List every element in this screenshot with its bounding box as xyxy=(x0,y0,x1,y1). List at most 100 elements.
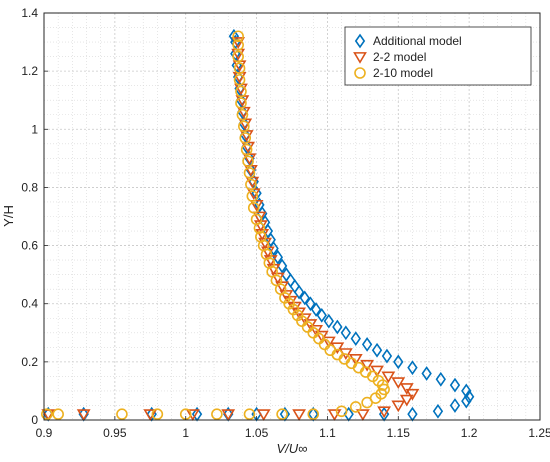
data-point xyxy=(393,354,404,370)
data-point xyxy=(76,409,91,421)
data-point xyxy=(305,296,316,312)
data-point xyxy=(299,290,310,306)
data-point xyxy=(449,377,461,393)
data-point xyxy=(407,360,418,376)
y-tick-label: 0 xyxy=(31,413,38,427)
data-point xyxy=(421,366,432,381)
data-point xyxy=(41,408,53,420)
data-point xyxy=(360,359,375,372)
y-tick-label: 1 xyxy=(31,122,38,136)
series-3 xyxy=(41,30,390,420)
data-point xyxy=(255,231,267,243)
data-point xyxy=(235,97,247,109)
data-point xyxy=(399,383,414,395)
data-point xyxy=(350,331,361,346)
y-tick-label: 0.6 xyxy=(21,239,38,253)
legend-label: 2-2 model xyxy=(373,50,426,64)
data-point xyxy=(252,211,267,224)
data-point xyxy=(211,408,223,420)
y-tick-label: 0.2 xyxy=(21,355,38,369)
data-point xyxy=(381,371,396,384)
data-point xyxy=(463,389,475,405)
data-point xyxy=(236,108,249,121)
data-point xyxy=(391,400,406,413)
data-point xyxy=(232,39,244,51)
x-tick-label: 1.2 xyxy=(461,426,478,440)
y-tick-label: 1.2 xyxy=(21,64,38,78)
data-point xyxy=(249,199,264,212)
legend-label: 2-10 model xyxy=(373,66,433,80)
y-axis: 0 0.2 0.4 0.6 0.8 1 1.2 1.4 xyxy=(21,6,48,427)
data-point xyxy=(232,50,244,63)
x-tick-label: 1.15 xyxy=(387,426,411,440)
data-point xyxy=(231,37,246,49)
data-point xyxy=(321,336,336,349)
data-point xyxy=(377,406,392,419)
data-point xyxy=(256,409,271,421)
data-point xyxy=(221,409,236,421)
data-point xyxy=(310,302,322,317)
legend-box xyxy=(344,26,532,86)
data-point xyxy=(399,394,414,407)
data-point xyxy=(340,325,352,341)
y-tick-label: 1.4 xyxy=(21,6,38,20)
data-point xyxy=(316,307,327,323)
data-point xyxy=(240,143,253,156)
x-tick-label: 0.95 xyxy=(103,426,127,440)
data-point xyxy=(232,30,244,43)
data-point xyxy=(303,319,318,331)
data-point xyxy=(435,371,446,387)
data-point xyxy=(246,190,259,202)
data-point xyxy=(239,132,252,144)
y-tick-label: 0.4 xyxy=(21,297,38,311)
data-point xyxy=(461,383,472,399)
data-point xyxy=(335,405,348,418)
data-point xyxy=(309,324,323,337)
data-point xyxy=(151,408,164,420)
data-point xyxy=(242,155,254,168)
data-point xyxy=(461,393,472,409)
minor-grid xyxy=(44,13,540,420)
data-point xyxy=(361,337,373,352)
y-axis-label: Y/H xyxy=(1,205,16,227)
legend-label: Additional model xyxy=(373,34,462,48)
data-point xyxy=(233,74,246,86)
data-point xyxy=(391,377,406,390)
data-point xyxy=(307,408,320,420)
x-tick-label: 1.1 xyxy=(319,426,336,440)
data-point xyxy=(449,398,461,413)
series-layer xyxy=(41,28,475,422)
data-point xyxy=(355,409,370,421)
x-tick-label: 1.25 xyxy=(528,426,550,440)
data-point xyxy=(245,178,257,191)
data-point xyxy=(323,313,335,329)
data-point xyxy=(235,85,247,98)
data-point xyxy=(52,408,64,420)
data-point xyxy=(371,342,383,358)
data-point xyxy=(250,213,263,226)
data-point xyxy=(238,120,250,133)
data-point xyxy=(405,388,420,401)
x-axis: 0.9 0.95 1 1.05 1.1 1.15 1.2 1.25 xyxy=(36,416,550,440)
x-tick-label: 0.9 xyxy=(36,426,53,440)
x-tick-label: 1 xyxy=(182,426,189,440)
data-point xyxy=(247,201,260,214)
data-point xyxy=(292,409,306,421)
data-point xyxy=(116,408,128,420)
x-axis-label: V/U∞ xyxy=(277,441,308,456)
legend-marker xyxy=(354,33,366,49)
data-point xyxy=(243,408,256,420)
legend-marker xyxy=(353,52,367,64)
data-point xyxy=(314,330,329,343)
legend: Additional model 2-2 model 2-10 model xyxy=(344,26,532,86)
data-point xyxy=(233,62,246,75)
data-point xyxy=(243,167,256,179)
x-tick-label: 1.05 xyxy=(245,426,269,440)
plot-frame xyxy=(43,12,541,421)
data-point xyxy=(349,401,362,413)
data-point xyxy=(332,319,343,335)
data-point xyxy=(348,354,363,366)
data-point xyxy=(432,403,444,419)
legend-marker xyxy=(354,67,366,79)
